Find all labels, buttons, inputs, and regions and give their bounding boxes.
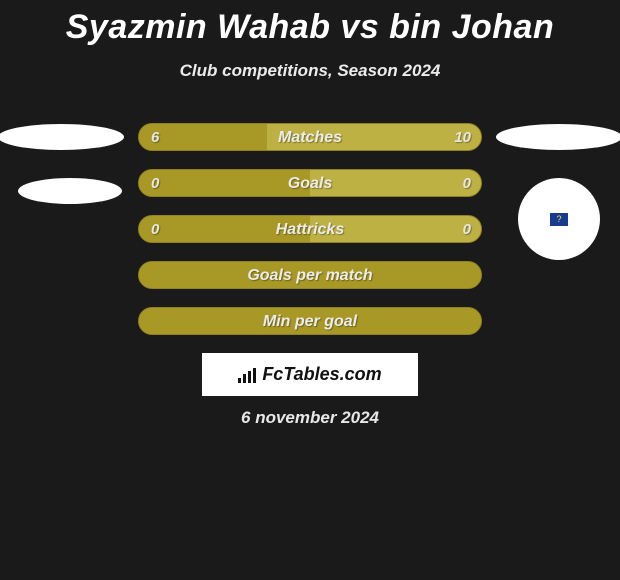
stat-bar: Min per goal — [138, 307, 482, 335]
stat-bar: 00Hattricks — [138, 215, 482, 243]
stat-bar: 00Goals — [138, 169, 482, 197]
stat-label: Matches — [139, 124, 481, 151]
player2-photo-placeholder-1 — [496, 124, 620, 150]
player2-photo-placeholder-2: ? — [518, 178, 600, 260]
logo-box: FcTables.com — [202, 353, 418, 396]
logo-label: FcTables.com — [262, 364, 381, 385]
flag-icon: ? — [550, 213, 568, 226]
player1-photo-placeholder-1 — [0, 124, 124, 150]
logo-chart-icon — [238, 367, 258, 383]
stats-bar-chart: 610Matches 00Goals 00Hattricks Goals per ma… — [138, 123, 482, 353]
player1-photo-placeholder-2 — [18, 178, 122, 204]
subtitle: Club competitions, Season 2024 — [0, 61, 620, 81]
stat-label: Hattricks — [139, 216, 481, 243]
logo: FcTables.com — [238, 364, 381, 385]
stat-bar: Goals per match — [138, 261, 482, 289]
stat-label: Min per goal — [139, 308, 481, 335]
stat-bar: 610Matches — [138, 123, 482, 151]
stat-label: Goals per match — [139, 262, 481, 289]
date-label: 6 november 2024 — [0, 408, 620, 428]
stat-label: Goals — [139, 170, 481, 197]
page-title: Syazmin Wahab vs bin Johan — [0, 0, 620, 47]
